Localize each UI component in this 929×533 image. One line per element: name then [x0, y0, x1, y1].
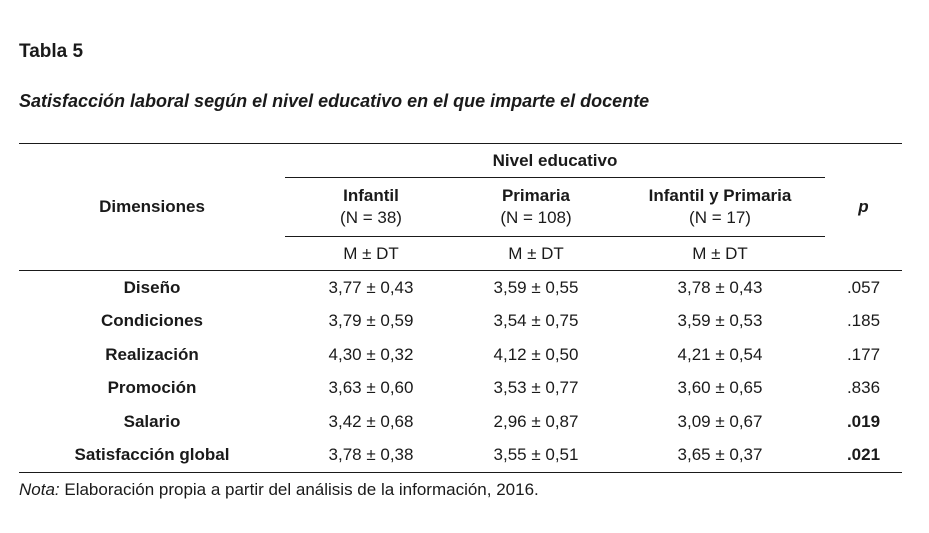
column-n: (N = 38) [340, 208, 402, 227]
row-dimension: Satisfacción global [19, 438, 285, 473]
cell-infantil-y-primaria: 3,09 ± 0,67 [677, 411, 763, 431]
cell-primaria: 3,55 ± 0,51 [457, 438, 615, 473]
column-header-primaria: Primaria (N = 108) [457, 177, 615, 237]
stat-header: M ± DT [692, 243, 748, 263]
cell-infantil-y-primaria: 4,21 ± 0,54 [677, 344, 763, 364]
group-header: Nivel educativo [285, 143, 825, 178]
cell-primaria: 3,53 ± 0,77 [493, 378, 579, 398]
row-dimension: Promoción [107, 378, 197, 398]
cell-p-value: .021 [825, 438, 902, 473]
cell-infantil-y-primaria: 3,60 ± 0,65 [677, 378, 763, 398]
cell-infantil: 3,79 ± 0,59 [328, 311, 414, 331]
column-header-infantil: Infantil (N = 38) [285, 177, 457, 237]
cell-primaria: 4,12 ± 0,50 [493, 344, 579, 364]
results-table: Dimensiones Nivel educativo p Infantil (… [19, 143, 902, 473]
cell-p-value: .177 [846, 344, 881, 364]
cell-primaria: 3,54 ± 0,75 [493, 311, 579, 331]
table-row: Satisfacción global 3,78 ± 0,38 3,55 ± 0,5… [19, 438, 902, 473]
note-label: Nota: [19, 480, 60, 499]
column-name: Primaria [501, 186, 571, 205]
header-row-columns: Infantil (N = 38) Primaria (N = 108) Inf… [19, 177, 902, 237]
table-row: Salario 3,42 ± 0,68 2,96 ± 0,87 3,09 ± 0,67… [19, 405, 902, 439]
p-header: p [825, 143, 902, 271]
table-note: Nota: Elaboración propia a partir del an… [19, 480, 539, 500]
cell-primaria: 3,59 ± 0,55 [457, 270, 615, 305]
table-label: Tabla 5 [19, 41, 84, 62]
cell-p-value: .185 [846, 311, 881, 331]
cell-p-value: .019 [846, 411, 881, 431]
cell-primaria: 2,96 ± 0,87 [493, 411, 579, 431]
table-row: Diseño 3,77 ± 0,43 3,59 ± 0,55 3,78 ± 0,43.… [19, 270, 902, 305]
header-row-group: Dimensiones Nivel educativo p [19, 143, 902, 271]
stat-header: M ± DT [343, 243, 399, 263]
cell-infantil-y-primaria: 3,65 ± 0,37 [615, 438, 825, 473]
cell-infantil-y-primaria: 3,78 ± 0,43 [615, 270, 825, 305]
dimension-header: Dimensiones [19, 143, 285, 271]
row-dimension: Diseño [19, 270, 285, 305]
column-header-infantil-y-primaria: Infantil y Primaria (N = 17) [615, 177, 825, 237]
cell-infantil: 4,30 ± 0,32 [328, 344, 414, 364]
column-n: (N = 17) [689, 208, 751, 227]
cell-p-value: .057 [825, 270, 902, 305]
cell-infantil: 3,42 ± 0,68 [328, 411, 414, 431]
cell-infantil: 3,78 ± 0,38 [285, 438, 457, 473]
column-n: (N = 108) [500, 208, 572, 227]
cell-p-value: .836 [846, 378, 881, 398]
row-dimension: Salario [123, 411, 181, 431]
header-row-stats: M ± DT M ± DT M ± DT [19, 237, 902, 271]
cell-infantil: 3,63 ± 0,60 [328, 378, 414, 398]
cell-infantil-y-primaria: 3,59 ± 0,53 [677, 311, 763, 331]
table-row: Condiciones 3,79 ± 0,59 3,54 ± 0,75 3,59 ± … [19, 305, 902, 339]
cell-infantil: 3,77 ± 0,43 [285, 270, 457, 305]
note-text: Elaboración propia a partir del análisis… [59, 480, 539, 499]
row-dimension: Condiciones [100, 311, 203, 331]
table-body: Diseño 3,77 ± 0,43 3,59 ± 0,55 3,78 ± 0,43.… [19, 270, 902, 473]
table-row: Realización 4,30 ± 0,32 4,12 ± 0,50 4,21 ± … [19, 338, 902, 372]
stat-header: M ± DT [508, 243, 564, 263]
column-name: Infantil y Primaria [648, 186, 792, 205]
row-dimension: Realización [105, 344, 199, 364]
column-name: Infantil [343, 186, 399, 205]
table-title: Satisfacción laboral según el nivel educ… [19, 91, 650, 111]
table-row: Promoción 3,63 ± 0,60 3,53 ± 0,77 3,60 ± 0,… [19, 372, 902, 406]
